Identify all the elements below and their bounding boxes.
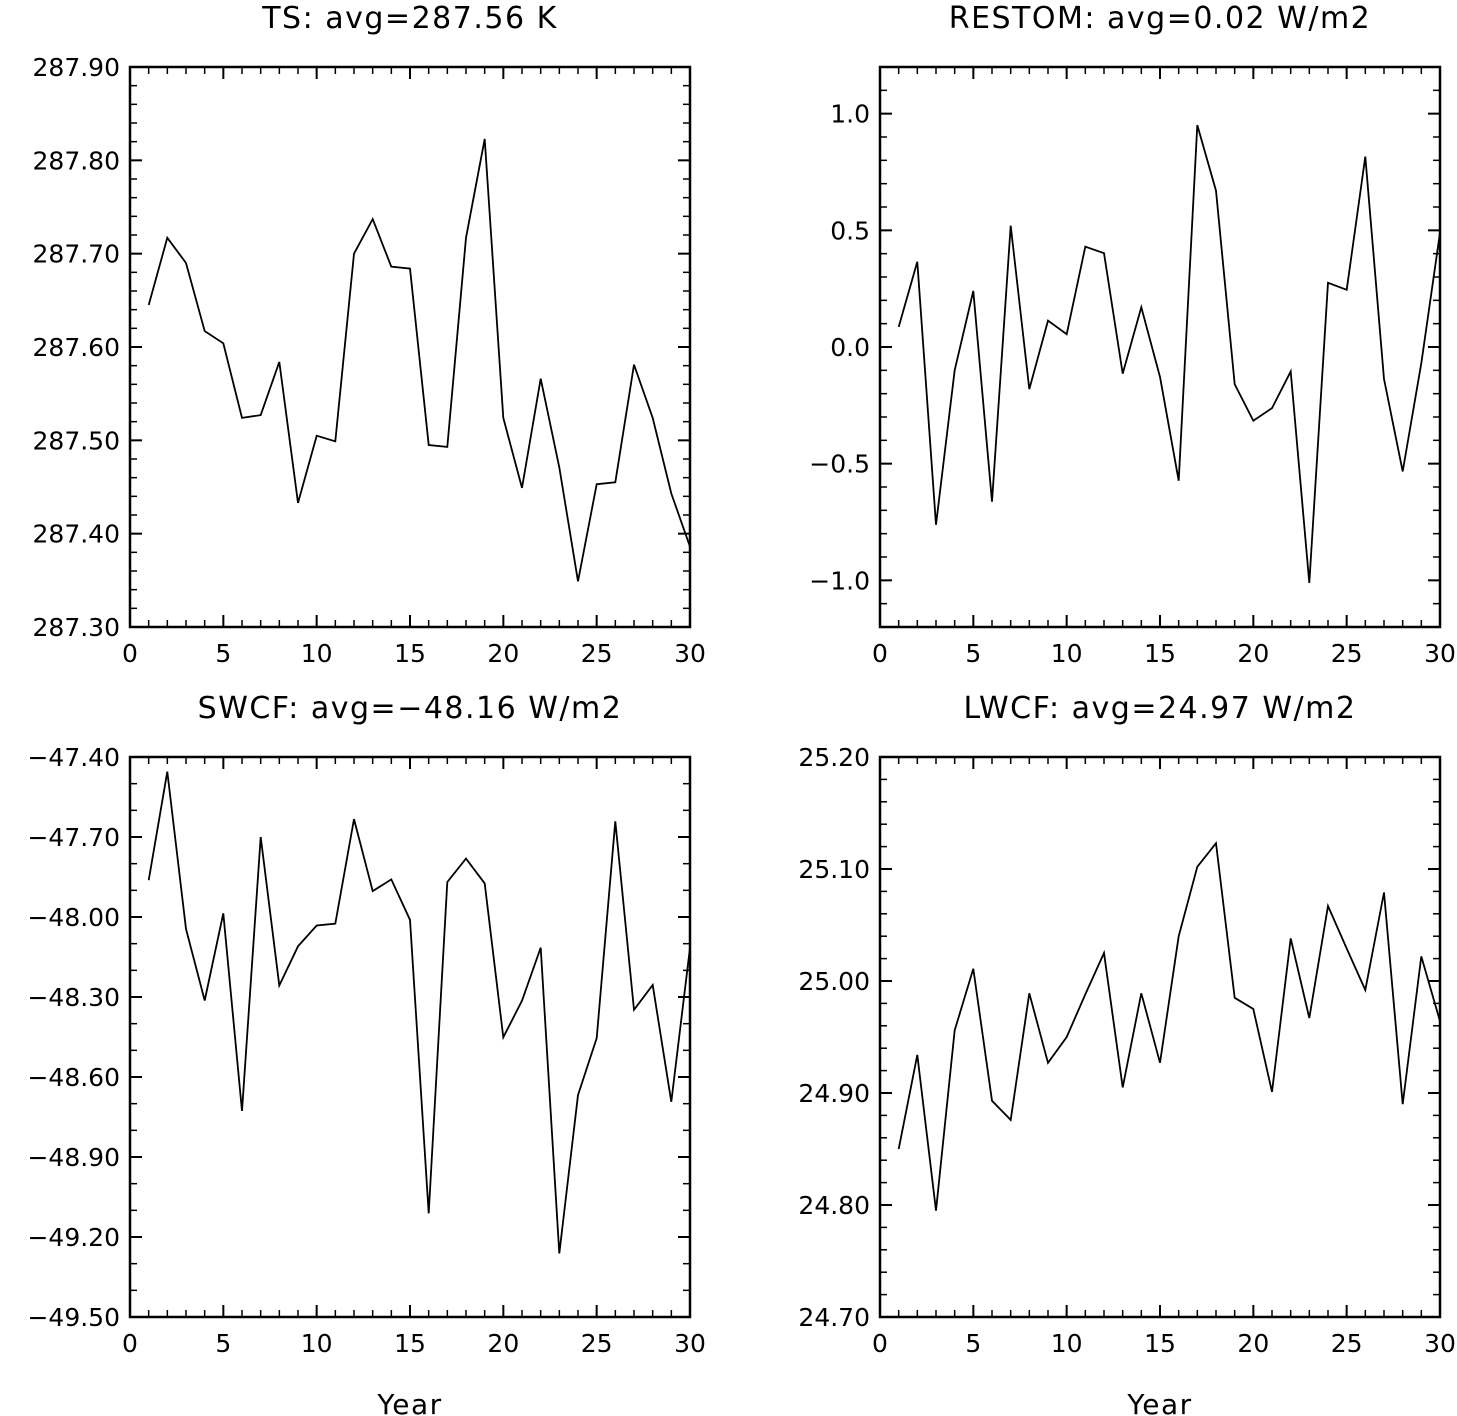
x-tick-label: 5 [215, 1329, 231, 1358]
y-tick-label: 25.20 [798, 743, 870, 772]
x-tick-label: 10 [1051, 639, 1083, 668]
x-tick-label: 15 [394, 639, 426, 668]
y-tick-label: −49.20 [27, 1223, 120, 1252]
y-tick-label: 287.50 [33, 426, 120, 455]
x-tick-label: 0 [872, 639, 888, 668]
y-tick-label: 287.30 [33, 613, 120, 642]
panel-2: RESTOM: avg=0.02 W/m2 0 5 10 15 20 25 30 −1.0 −0.… [809, 1, 1456, 668]
x-tick-label: 10 [301, 639, 333, 668]
y-tick-label: 287.90 [33, 53, 120, 82]
y-tick-label: 287.60 [33, 333, 120, 362]
series-line [147, 771, 690, 1254]
y-tick-label: −47.40 [27, 743, 120, 772]
panel-title: RESTOM: avg=0.02 W/m2 [949, 1, 1372, 36]
x-tick-label: 15 [1144, 1329, 1176, 1358]
plot-frame [128, 755, 692, 1319]
x-axis-label: Year [376, 1388, 442, 1416]
y-tick-label: −49.50 [27, 1303, 120, 1332]
x-tick-label: 30 [1424, 1329, 1456, 1358]
y-tick-label: 25.10 [798, 855, 870, 884]
y-tick-label: 0.0 [830, 333, 870, 362]
x-tick-label: 5 [965, 639, 981, 668]
x-tick-label: 25 [1331, 639, 1363, 668]
x-tick-label: 30 [1424, 639, 1456, 668]
x-tick-label: 0 [122, 1329, 138, 1358]
x-tick-label: 0 [122, 639, 138, 668]
y-tick-label: −48.90 [27, 1143, 120, 1172]
y-tick-label: −48.30 [27, 983, 120, 1012]
x-tick-label: 5 [215, 639, 231, 668]
x-tick-label: 25 [581, 639, 613, 668]
x-tick-label: 25 [581, 1329, 613, 1358]
x-axis-label: Year [1126, 1388, 1192, 1416]
y-tick-label: 24.70 [798, 1303, 870, 1332]
x-tick-label: 15 [1144, 639, 1176, 668]
panel-1: TS: avg=287.56 K 0 5 10 15 20 25 30 287.30 287.40… [33, 1, 706, 668]
x-tick-label: 15 [394, 1329, 426, 1358]
y-tick-label: −48.00 [27, 903, 120, 932]
y-tick-label: −48.60 [27, 1063, 120, 1092]
y-tick-label: −1.0 [809, 566, 870, 595]
panel-3: SWCF: avg=−48.16 W/m2 0 5 10 15 20 25 30 −49.50 −… [27, 691, 705, 1416]
plot-frame [128, 65, 692, 629]
y-tick-label: 287.80 [33, 146, 120, 175]
panel-title: SWCF: avg=−48.16 W/m2 [198, 691, 623, 726]
x-tick-label: 10 [1051, 1329, 1083, 1358]
y-tick-label: 24.90 [798, 1079, 870, 1108]
panel-4: LWCF: avg=24.97 W/m2 0 5 10 15 20 25 30 24.70 24.… [798, 691, 1455, 1416]
plot-frame [878, 65, 1442, 629]
y-tick-label: 287.70 [33, 240, 120, 269]
x-tick-label: 20 [1237, 639, 1269, 668]
y-tick-label: −47.70 [27, 823, 120, 852]
plot-frame [878, 755, 1442, 1319]
y-tick-label: 0.5 [830, 216, 870, 245]
x-tick-label: 0 [872, 1329, 888, 1358]
x-tick-label: 5 [965, 1329, 981, 1358]
panel-title: TS: avg=287.56 K [261, 1, 558, 36]
series-line [897, 124, 1440, 583]
series-line [147, 138, 690, 582]
x-tick-label: 10 [301, 1329, 333, 1358]
series-line [897, 840, 1440, 1211]
y-tick-label: −0.5 [809, 450, 870, 479]
x-tick-label: 30 [674, 639, 706, 668]
x-tick-label: 20 [487, 639, 519, 668]
y-tick-label: 1.0 [830, 100, 870, 129]
x-tick-label: 30 [674, 1329, 706, 1358]
y-tick-label: 24.80 [798, 1191, 870, 1220]
y-tick-label: 25.00 [798, 967, 870, 996]
y-tick-label: 287.40 [33, 520, 120, 549]
x-tick-label: 25 [1331, 1329, 1363, 1358]
x-tick-label: 20 [487, 1329, 519, 1358]
x-tick-label: 20 [1237, 1329, 1269, 1358]
panel-title: LWCF: avg=24.97 W/m2 [964, 691, 1357, 726]
